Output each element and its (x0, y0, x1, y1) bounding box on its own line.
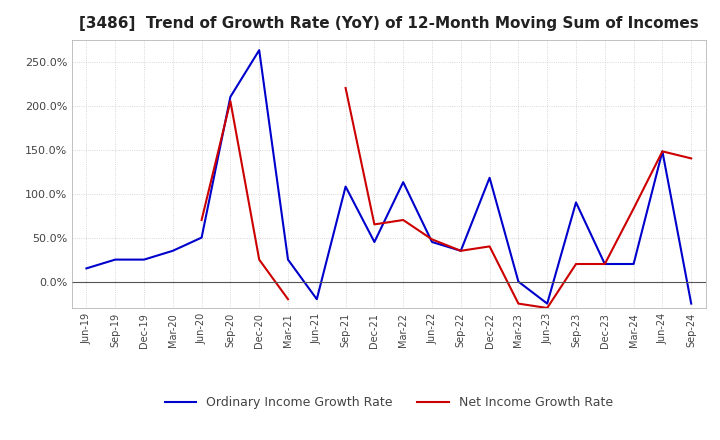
Net Income Growth Rate (197, 217, 206, 223)
Ordinary Income Growth Rate (514, 279, 523, 284)
Ordinary Income Growth Rate (629, 261, 638, 267)
Legend: Ordinary Income Growth Rate, Net Income Growth Rate: Ordinary Income Growth Rate, Net Income … (160, 392, 618, 414)
Title: [3486]  Trend of Growth Rate (YoY) of 12-Month Moving Sum of Incomes: [3486] Trend of Growth Rate (YoY) of 12-… (79, 16, 698, 32)
Ordinary Income Growth Rate (341, 184, 350, 189)
Ordinary Income Growth Rate (255, 48, 264, 53)
Ordinary Income Growth Rate (226, 94, 235, 99)
Ordinary Income Growth Rate (658, 149, 667, 154)
Net Income Growth Rate (226, 99, 235, 104)
Ordinary Income Growth Rate (312, 297, 321, 302)
Ordinary Income Growth Rate (572, 200, 580, 205)
Ordinary Income Growth Rate (370, 239, 379, 245)
Ordinary Income Growth Rate (284, 257, 292, 262)
Ordinary Income Growth Rate (197, 235, 206, 240)
Ordinary Income Growth Rate (140, 257, 148, 262)
Ordinary Income Growth Rate (456, 248, 465, 253)
Ordinary Income Growth Rate (111, 257, 120, 262)
Line: Ordinary Income Growth Rate: Ordinary Income Growth Rate (86, 50, 691, 304)
Ordinary Income Growth Rate (485, 175, 494, 180)
Ordinary Income Growth Rate (399, 180, 408, 185)
Net Income Growth Rate (284, 297, 292, 302)
Line: Net Income Growth Rate: Net Income Growth Rate (202, 101, 288, 299)
Ordinary Income Growth Rate (428, 239, 436, 245)
Ordinary Income Growth Rate (168, 248, 177, 253)
Ordinary Income Growth Rate (687, 301, 696, 306)
Net Income Growth Rate (255, 257, 264, 262)
Ordinary Income Growth Rate (600, 261, 609, 267)
Ordinary Income Growth Rate (82, 266, 91, 271)
Ordinary Income Growth Rate (543, 301, 552, 306)
